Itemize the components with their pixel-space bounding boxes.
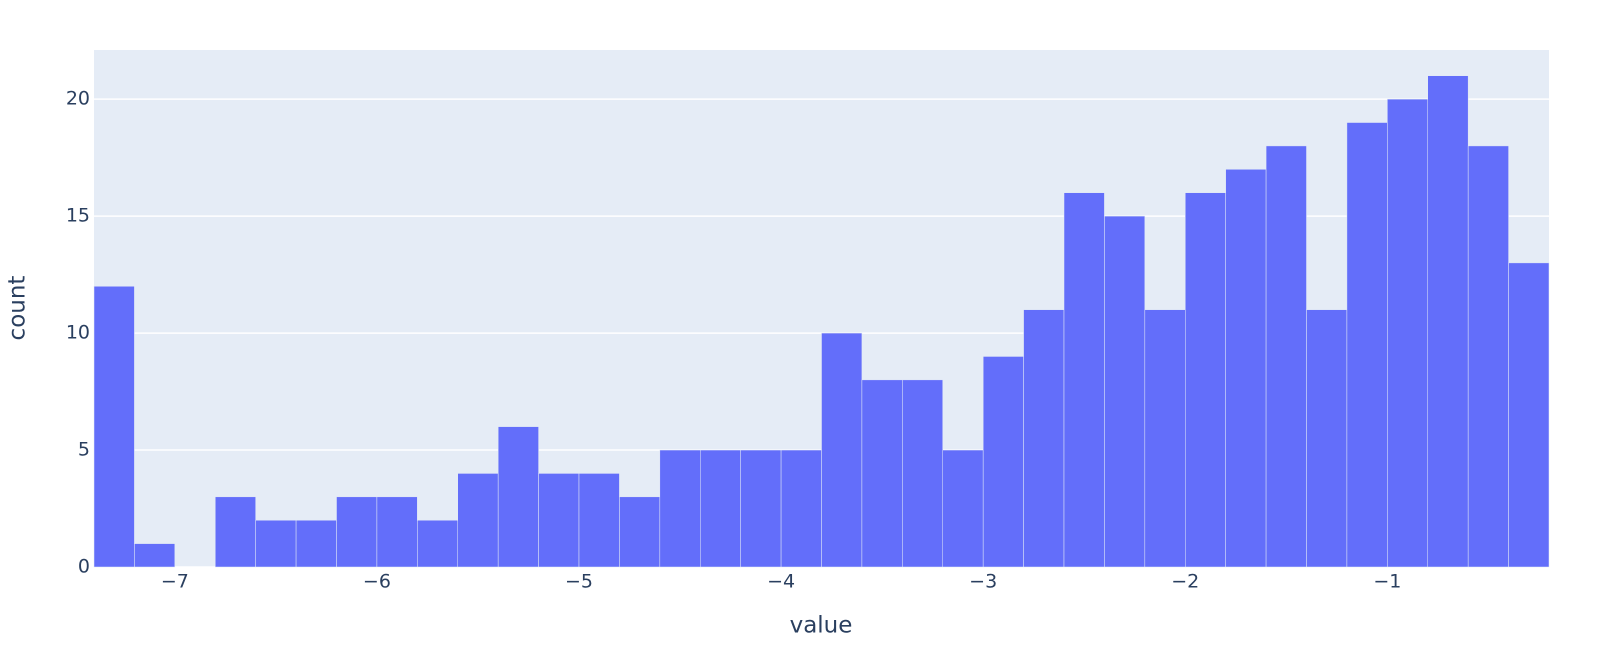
x-tick-label: −5 — [565, 571, 593, 593]
bar — [1346, 122, 1388, 568]
bar — [417, 519, 459, 568]
x-tick-label: −7 — [161, 571, 189, 593]
bar — [457, 473, 499, 568]
y-tick-label: 5 — [78, 439, 90, 461]
bar — [93, 286, 135, 568]
y-axis-title: count — [5, 276, 31, 341]
x-tick-label: −4 — [767, 571, 795, 593]
bar — [215, 496, 256, 568]
bar — [1387, 98, 1429, 568]
bar — [255, 519, 297, 568]
bar — [1185, 192, 1226, 568]
bar — [538, 473, 580, 568]
bar — [578, 473, 620, 568]
bar — [376, 496, 418, 568]
bar — [780, 449, 822, 568]
bar — [497, 426, 539, 568]
bar — [821, 332, 863, 568]
bar — [1063, 192, 1105, 568]
x-tick-label: −2 — [1171, 571, 1199, 593]
y-tick-label: 0 — [78, 556, 90, 578]
bar — [740, 449, 782, 568]
bar — [700, 449, 741, 568]
bar — [619, 496, 661, 568]
bar — [1104, 215, 1146, 568]
bar — [336, 496, 378, 568]
bar — [982, 356, 1024, 568]
bar — [1265, 145, 1307, 568]
y-tick-label: 10 — [66, 322, 90, 344]
bar — [1427, 75, 1469, 568]
bar — [1508, 262, 1550, 568]
y-tick-label: 15 — [66, 205, 90, 227]
bar — [1306, 309, 1348, 568]
bar — [1144, 309, 1186, 568]
bar — [861, 379, 903, 568]
x-tick-label: −1 — [1373, 571, 1401, 593]
bar — [659, 449, 701, 568]
x-tick-label: −3 — [969, 571, 997, 593]
bar — [295, 519, 337, 568]
y-tick-label: 20 — [66, 88, 90, 110]
bar — [1225, 169, 1267, 568]
x-axis-title: value — [790, 613, 853, 639]
bar — [134, 543, 176, 568]
bar — [942, 449, 984, 568]
x-tick-label: −6 — [363, 571, 391, 593]
bar — [1467, 145, 1509, 568]
bar — [1023, 309, 1065, 568]
bar — [902, 379, 943, 568]
